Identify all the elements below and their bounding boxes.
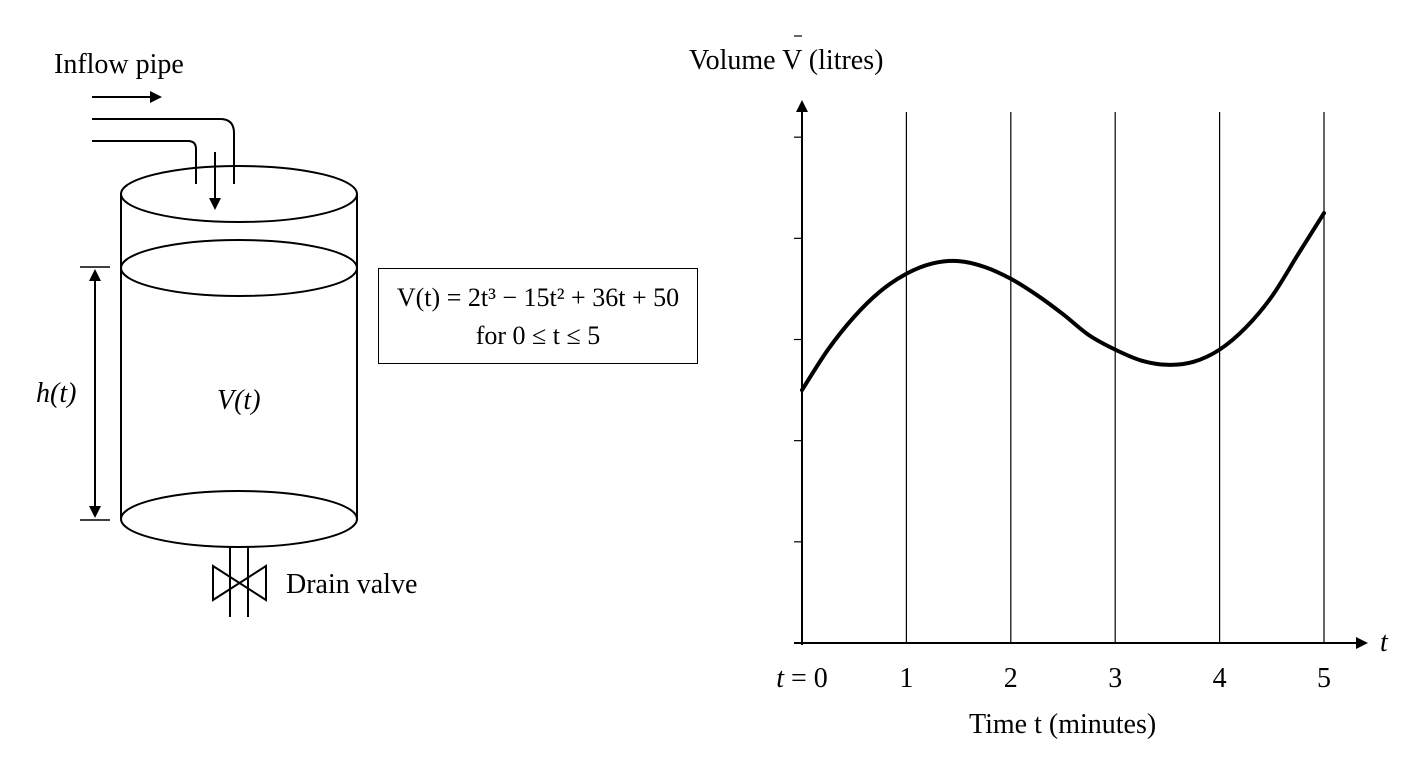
tank-top [120,165,358,223]
formula-line-1: V(t) = 2t³ − 15t² + 36t + 50 [396,283,680,312]
inflow-pipe [92,118,235,184]
tank-diagram [80,91,358,617]
x-tick-label-3: 3 [1108,663,1122,694]
drain-valve-label: Drain valve [286,569,417,600]
inflow-pipe-label: Inflow pipe [54,49,184,80]
height-label: h(t) [36,378,76,409]
volume-curve [800,211,1326,393]
volume-label: V(t) [217,385,261,416]
x-tick-label-5: 5 [1317,663,1331,694]
formula-box: V(t) = 2t³ − 15t² + 36t + 50 for 0 ≤ t ≤… [378,268,698,364]
x-tick-label-0: t = 0 [776,663,828,694]
drain-valve-icon [212,564,267,602]
y-axis-title: Volume V (litres) [689,45,883,76]
x-tick-label-2: 2 [1004,663,1018,694]
x-tick-label-1: 1 [899,663,913,694]
volume-chart: t = 0 1 2 3 4 5 Volume V (litres) Time t (min… [689,35,1389,740]
x-tick-label-4: 4 [1213,663,1227,694]
liquid-surface [120,239,358,297]
inflow-pipe-inner [92,140,197,184]
x-axis-title: Time t (minutes) [969,709,1156,740]
tank-bottom [120,490,358,548]
formula-line-2: for 0 ≤ t ≤ 5 [475,321,601,350]
x-axis-symbol: t [1380,627,1389,658]
